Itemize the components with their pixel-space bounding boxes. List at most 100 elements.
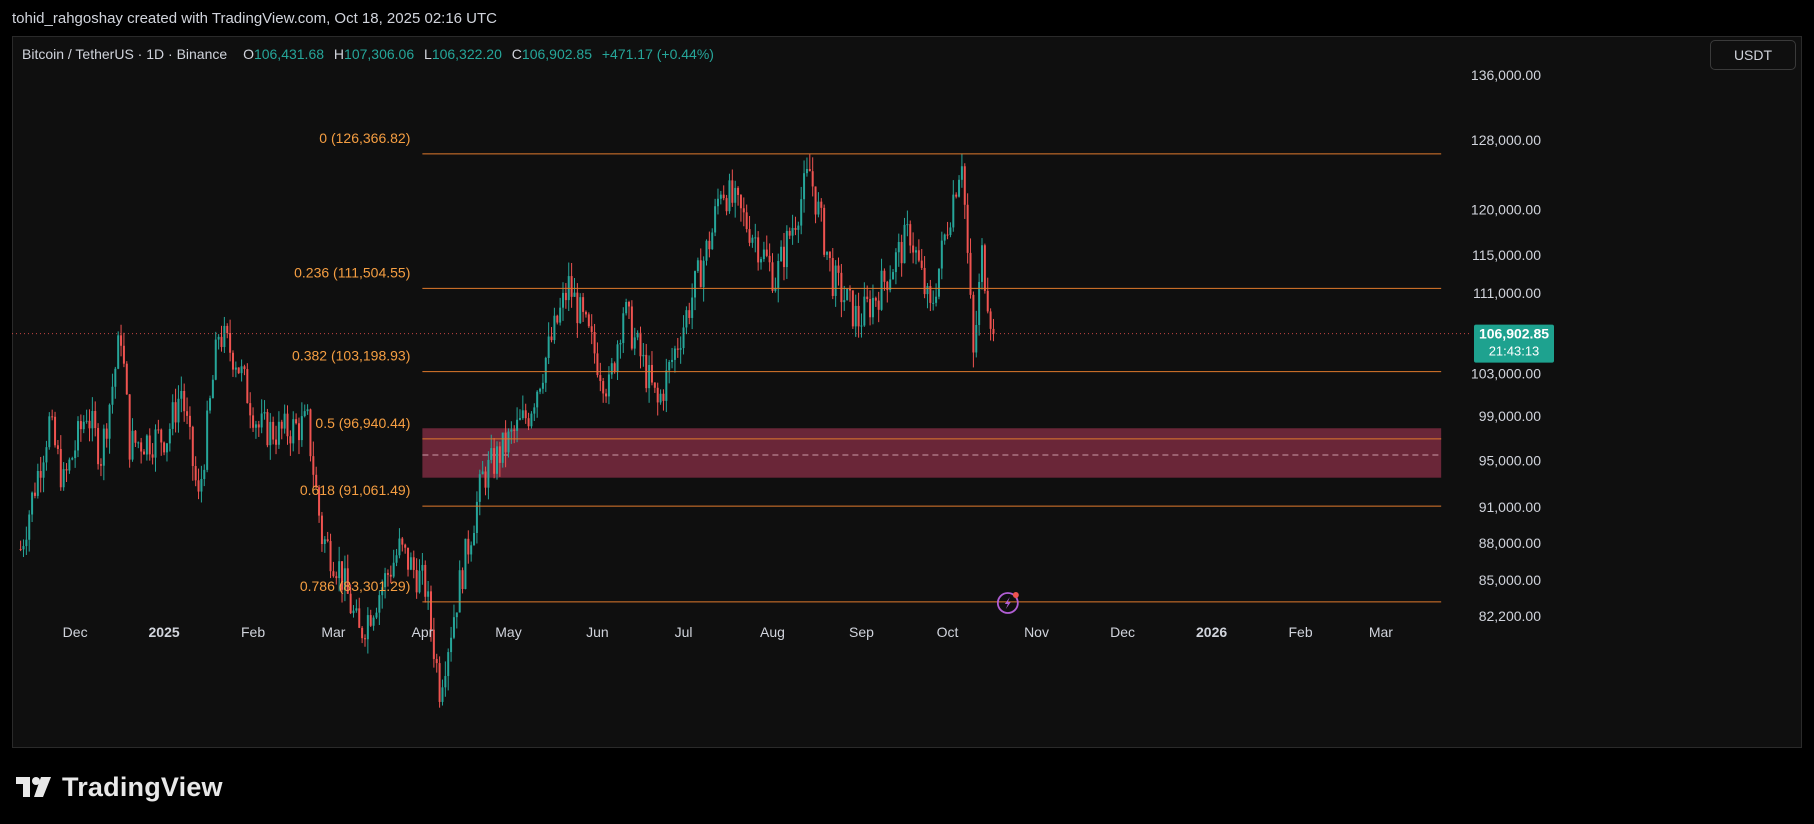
candle[interactable] — [751, 234, 754, 248]
candle[interactable] — [125, 361, 128, 395]
candle[interactable] — [450, 626, 453, 662]
candle[interactable] — [935, 283, 938, 307]
candle[interactable] — [266, 408, 269, 448]
candle[interactable] — [900, 234, 903, 277]
candle[interactable] — [731, 169, 734, 207]
symbol-title[interactable]: Bitcoin / TetherUS · 1D · Binance — [22, 46, 228, 62]
candle[interactable] — [438, 656, 441, 708]
candle[interactable] — [880, 258, 883, 311]
candle[interactable] — [194, 456, 197, 487]
candle[interactable] — [524, 403, 527, 424]
candle[interactable] — [163, 441, 166, 456]
candle[interactable] — [550, 327, 553, 343]
candle[interactable] — [625, 298, 628, 316]
candle[interactable] — [874, 296, 877, 307]
candle[interactable] — [599, 362, 602, 392]
candle[interactable] — [74, 440, 77, 468]
candle[interactable] — [633, 327, 636, 356]
candle[interactable] — [846, 288, 849, 301]
candle[interactable] — [989, 308, 992, 341]
candle[interactable] — [77, 416, 80, 458]
candle[interactable] — [536, 390, 539, 418]
candle[interactable] — [817, 192, 820, 218]
candle[interactable] — [143, 449, 146, 455]
candle[interactable] — [909, 220, 912, 254]
candle[interactable] — [605, 388, 608, 403]
candle[interactable] — [128, 394, 131, 468]
candle[interactable] — [728, 173, 731, 214]
candle[interactable] — [564, 283, 567, 309]
candle[interactable] — [424, 560, 427, 603]
candle[interactable] — [863, 282, 866, 327]
candle[interactable] — [722, 185, 725, 201]
candle[interactable] — [610, 357, 613, 379]
candle[interactable] — [243, 364, 246, 376]
candle[interactable] — [94, 401, 97, 437]
candle[interactable] — [826, 251, 829, 260]
candle[interactable] — [771, 253, 774, 293]
candle[interactable] — [180, 376, 183, 413]
candle[interactable] — [19, 540, 22, 552]
candle[interactable] — [857, 292, 860, 338]
candle[interactable] — [303, 404, 306, 418]
candle[interactable] — [223, 316, 226, 353]
candle[interactable] — [171, 394, 174, 436]
candle[interactable] — [31, 491, 34, 523]
candle[interactable] — [676, 337, 679, 358]
candle[interactable] — [97, 423, 100, 470]
candle[interactable] — [851, 290, 854, 329]
candle[interactable] — [797, 221, 800, 243]
candle[interactable] — [943, 233, 946, 245]
candle[interactable] — [694, 270, 697, 311]
candle[interactable] — [917, 239, 920, 263]
candle[interactable] — [137, 441, 140, 449]
candle[interactable] — [920, 248, 923, 270]
candle[interactable] — [642, 342, 645, 367]
lightning-alert-icon[interactable] — [996, 592, 1019, 614]
candle[interactable] — [272, 416, 275, 445]
candle[interactable] — [329, 533, 332, 579]
candle[interactable] — [168, 423, 171, 452]
candle[interactable] — [363, 634, 366, 647]
candle[interactable] — [188, 406, 191, 440]
candle[interactable] — [427, 580, 430, 610]
candle[interactable] — [68, 457, 71, 474]
candle[interactable] — [774, 277, 777, 293]
candle[interactable] — [963, 163, 966, 219]
candle[interactable] — [452, 604, 455, 640]
candle[interactable] — [186, 397, 189, 425]
candle[interactable] — [487, 451, 490, 500]
candle[interactable] — [444, 661, 447, 697]
candle[interactable] — [840, 263, 843, 318]
candle[interactable] — [794, 216, 797, 236]
candle[interactable] — [992, 318, 995, 342]
candle[interactable] — [662, 389, 665, 411]
candle[interactable] — [981, 238, 983, 290]
candle[interactable] — [412, 550, 415, 579]
candle[interactable] — [805, 157, 808, 177]
candle[interactable] — [960, 153, 963, 188]
candle[interactable] — [788, 227, 791, 240]
candle[interactable] — [622, 307, 625, 353]
candle[interactable] — [803, 160, 806, 213]
candle[interactable] — [203, 464, 206, 487]
candle[interactable] — [734, 180, 737, 218]
candle[interactable] — [174, 388, 177, 433]
candle[interactable] — [315, 466, 318, 489]
candle[interactable] — [659, 389, 662, 405]
candle[interactable] — [120, 324, 123, 357]
candle[interactable] — [211, 374, 214, 399]
candle[interactable] — [648, 355, 651, 403]
candle[interactable] — [300, 402, 303, 447]
candle[interactable] — [117, 331, 120, 370]
candle[interactable] — [521, 395, 524, 420]
candle[interactable] — [418, 559, 421, 594]
candle[interactable] — [33, 482, 36, 499]
candle[interactable] — [249, 392, 252, 429]
candle[interactable] — [65, 463, 68, 483]
candle[interactable] — [860, 313, 863, 338]
candle[interactable] — [79, 414, 82, 442]
candle[interactable] — [447, 648, 450, 691]
candle[interactable] — [653, 382, 656, 393]
candle[interactable] — [823, 204, 826, 258]
